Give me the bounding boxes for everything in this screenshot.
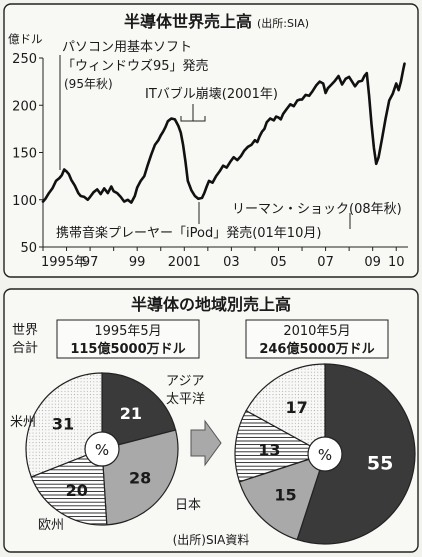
line-chart-title: 半導体世界売上高 <box>124 12 252 31</box>
x-tick-label: 07 <box>317 255 334 270</box>
total-box-2010 <box>245 319 389 359</box>
slice-value-label: 13 <box>258 441 280 460</box>
pie-center-hole <box>84 431 120 467</box>
region-label-asia-line1: アジア <box>166 374 204 389</box>
region-label-asia-line2: 太平洋 <box>166 392 205 407</box>
slice-asia-pacific <box>296 363 416 545</box>
y-axis-unit: 億ドル <box>8 32 43 46</box>
y-tick-label: 200 <box>12 99 37 114</box>
line-chart-source: (出所:SIA) <box>257 16 309 30</box>
annotation-ipod: 携帯音楽プレーヤー「iPod」発売(01年10月) <box>56 202 321 241</box>
right-arrow-icon <box>190 419 222 467</box>
annotation-it-bubble-text: ITバブル崩壊(2001年) <box>145 86 278 102</box>
y-tick-label: 250 <box>12 52 37 67</box>
line-chart-panel: 半導体世界売上高 (出所:SIA) 億ドル 50 100 150 200 250 199… <box>3 3 419 278</box>
y-tick-label: 100 <box>12 194 37 209</box>
annotation-lehman-text: リーマン・ショック(08年秋) <box>232 202 402 217</box>
slice-value-label: 21 <box>120 404 142 423</box>
world-total-label-line2: 合計 <box>12 340 38 356</box>
pie-source-note: (出所)SIA資料 <box>173 533 250 547</box>
line-chart-frame <box>3 3 419 278</box>
x-tick-label: 03 <box>223 255 240 270</box>
total-box-1995-date: 1995年5月 <box>94 324 161 339</box>
total-box-1995 <box>56 319 200 359</box>
annotation-it-bubble: ITバブル崩壊(2001年) <box>145 86 278 122</box>
region-label-us: 米州 <box>10 415 36 430</box>
pie-center-hole <box>307 436 343 472</box>
pie-1995: 21 28 20 31% <box>25 372 179 526</box>
slice-value-label: 17 <box>285 398 307 417</box>
annotation-windows95: パソコン用基本ソフト 「ウィンドウズ95」発売 (95年秋) <box>59 40 209 170</box>
slice-europe <box>234 409 327 483</box>
slice-japan <box>101 429 179 526</box>
y-tick-label: 50 <box>20 241 37 256</box>
pie-chart-title: 半導体の地域別売上高 <box>131 295 291 314</box>
slice-europe <box>30 448 108 526</box>
series-line-world-sales <box>41 62 406 204</box>
slice-value-label: 31 <box>52 415 74 434</box>
pie-center-label: % <box>95 441 109 459</box>
annotation-windows95-line3: (95年秋) <box>64 77 113 91</box>
total-box-1995-value: 115億5000万ドル <box>70 341 185 357</box>
slice-value-label: 15 <box>274 486 296 505</box>
total-box-2010-date: 2010年5月 <box>283 324 350 339</box>
region-label-europe: 欧州 <box>38 518 64 533</box>
pie-2010: 55 15 13 17% <box>234 363 416 545</box>
x-tick-label: 1995年 <box>41 255 87 270</box>
annotation-it-bubble-bracket <box>180 104 206 122</box>
annotation-windows95-line1: パソコン用基本ソフト <box>62 40 192 55</box>
x-tick-label: 05 <box>270 255 287 270</box>
annotation-lehman: リーマン・ショック(08年秋) <box>232 202 402 229</box>
x-tick-label: 97 <box>82 255 99 270</box>
annotation-windows95-line2: 「ウィンドウズ95」発売 <box>62 58 209 74</box>
x-tick-label: 10 <box>388 255 405 270</box>
x-tick-label: 99 <box>129 255 146 270</box>
slice-value-label: 55 <box>367 453 393 475</box>
world-total-label-line1: 世界 <box>12 323 38 338</box>
region-label-japan: 日本 <box>175 498 201 513</box>
x-tick-label: 2001 <box>168 255 201 270</box>
slice-value-label: 28 <box>129 469 151 488</box>
x-tick-label: 09 <box>364 255 381 270</box>
annotation-ipod-text: 携帯音楽プレーヤー「iPod」発売(01年10月) <box>56 225 321 241</box>
y-tick-label: 150 <box>12 147 37 162</box>
slice-us <box>245 363 326 456</box>
slice-value-label: 20 <box>66 481 88 500</box>
pie-chart-panel: 半導体の地域別売上高 世界 合計 1995年5月 115億5000万ドル 201… <box>3 288 419 553</box>
slice-asia-pacific <box>101 372 177 450</box>
total-box-2010-value: 246億5000万ドル <box>259 341 374 357</box>
pie-center-label: % <box>318 446 332 464</box>
slice-us <box>25 372 103 478</box>
